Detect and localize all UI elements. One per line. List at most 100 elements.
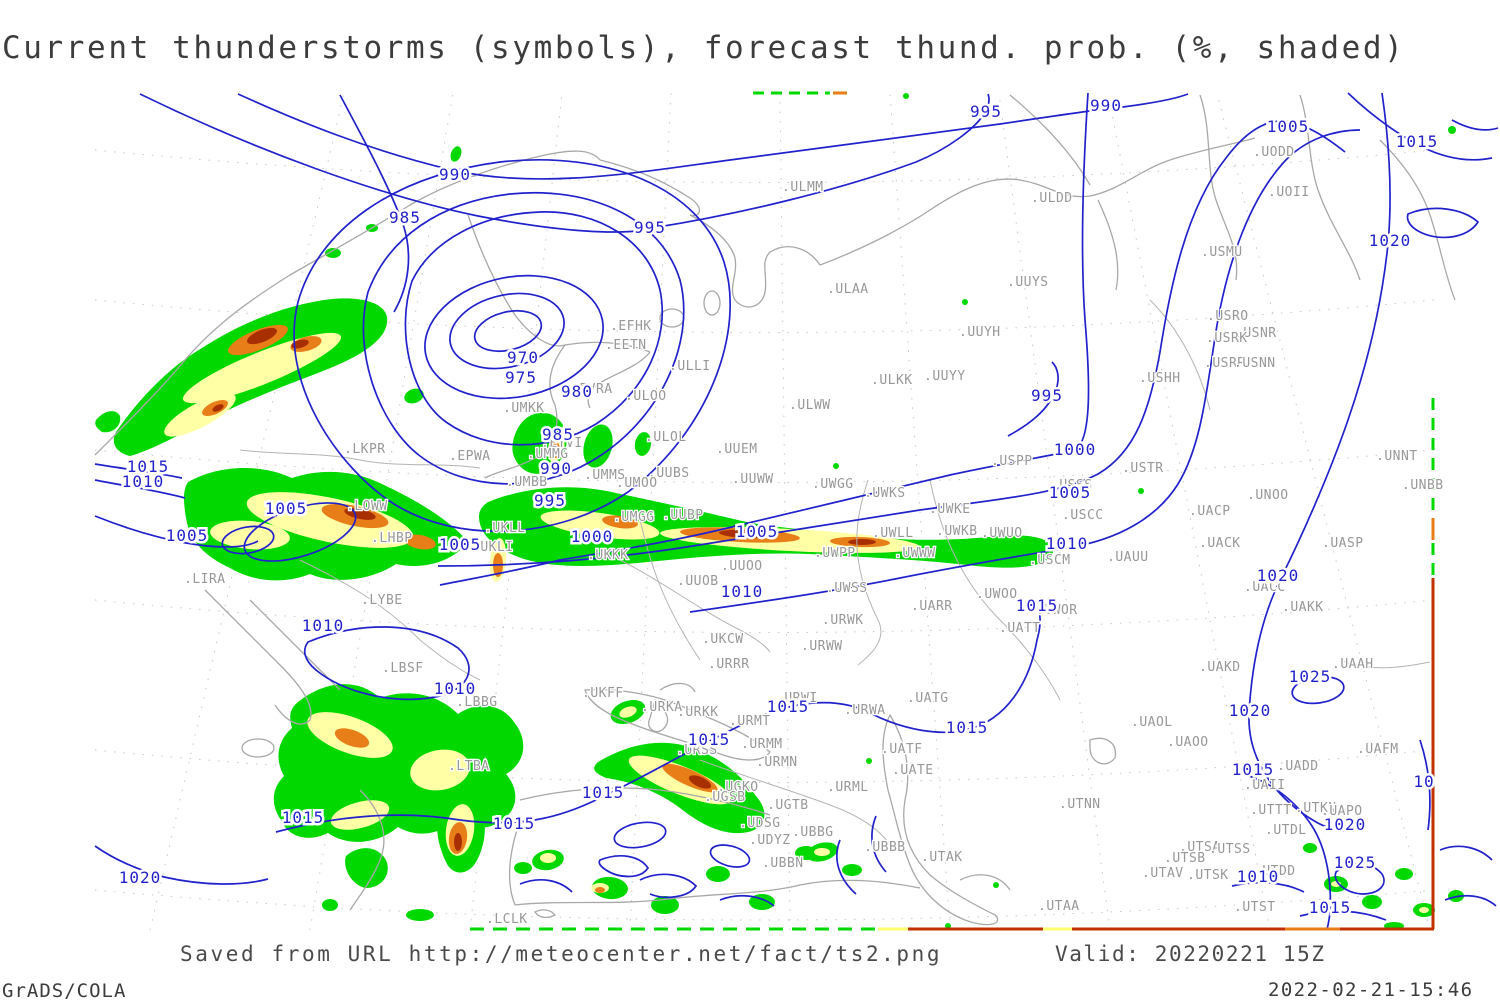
station-label: .UWKE bbox=[929, 502, 971, 517]
isobar-label: 1010 bbox=[1237, 867, 1280, 886]
isobar-label: 1025 bbox=[1334, 853, 1377, 872]
isobar-label: 1025 bbox=[1289, 667, 1332, 686]
map-labels: .ULMM .ULDD .UODD .UOII .USMU .ULAA .UUYS .UUYH… bbox=[116, 94, 1444, 929]
isobar-label: 1020 bbox=[119, 868, 162, 887]
station-label: .UAFM bbox=[1357, 742, 1399, 757]
station-label: .UATF bbox=[881, 742, 923, 757]
station-label: .UKCW bbox=[702, 632, 744, 647]
station-label: .LKPR bbox=[344, 442, 386, 457]
station-label: .EPWA bbox=[449, 449, 491, 464]
station-label: .URMN bbox=[756, 755, 798, 770]
isobar-label: 995 bbox=[1031, 386, 1063, 405]
isobar-label: 980 bbox=[561, 382, 593, 401]
isobar-label: 1010 bbox=[721, 582, 764, 601]
isobar-label: 1015 bbox=[1232, 760, 1275, 779]
station-label: .UODD bbox=[1253, 145, 1295, 160]
station-label: .UAOO bbox=[1167, 735, 1209, 750]
station-label: .UTTT bbox=[1250, 803, 1292, 818]
station-label: .UUBS bbox=[648, 466, 690, 481]
station-label: .UUYY bbox=[924, 369, 966, 384]
station-label: .USRR bbox=[1204, 356, 1246, 371]
station-label: .UAUU bbox=[1107, 550, 1149, 565]
station-label: .ULMM bbox=[782, 180, 824, 195]
station-label: .UTAA bbox=[1038, 899, 1080, 914]
station-label: .USNN bbox=[1234, 356, 1276, 371]
isobar-label: 1005 bbox=[166, 526, 209, 545]
station-label: .LYBE bbox=[361, 593, 403, 608]
station-label: .UNBB bbox=[1402, 478, 1444, 493]
isobar-label: 970 bbox=[507, 348, 539, 367]
isobar-label: 1020 bbox=[1257, 566, 1300, 585]
station-label: .USRO bbox=[1207, 309, 1249, 324]
station-label: .EVRA bbox=[571, 382, 613, 397]
station-label: .USCM bbox=[1029, 553, 1071, 568]
station-label: .USMU bbox=[1201, 245, 1243, 260]
isobar-label: 990 bbox=[1090, 96, 1122, 115]
station-label: .UWUO bbox=[981, 526, 1023, 541]
station-label: .LTBA bbox=[448, 759, 490, 774]
isobar-label: 1005 bbox=[736, 522, 779, 541]
isobar-label: 1015 bbox=[688, 730, 731, 749]
isobar-label: 1010 bbox=[122, 472, 165, 491]
station-label: .UDSG bbox=[739, 816, 781, 831]
isobar-label: 1000 bbox=[1054, 440, 1097, 459]
grads-credit-text: GrADS/COLA bbox=[2, 980, 127, 1002]
station-label: .URMT bbox=[729, 714, 771, 729]
station-label: .UDYZ bbox=[749, 833, 791, 848]
station-label: .UASP bbox=[1322, 536, 1364, 551]
station-label: .URWK bbox=[822, 613, 864, 628]
station-label: .UWWW bbox=[894, 546, 936, 561]
station-label: .UBBN bbox=[762, 856, 804, 871]
station-label: .URKK bbox=[677, 705, 719, 720]
isobar-label: 1005 bbox=[439, 535, 482, 554]
station-label: .UUYH bbox=[959, 325, 1001, 340]
station-label: .UMOO bbox=[616, 476, 658, 491]
isobar-lines bbox=[94, 92, 1499, 930]
station-label: .UTSS bbox=[1209, 842, 1251, 857]
station-label: .UNOO bbox=[1247, 488, 1289, 503]
station-label: .EFHK bbox=[610, 319, 652, 334]
station-label: .UUOB bbox=[677, 574, 719, 589]
isobar-label: 1015 bbox=[1309, 898, 1352, 917]
station-label: .ULLI bbox=[669, 359, 711, 374]
station-label: .UATG bbox=[907, 691, 949, 706]
station-label: .UTSB bbox=[1164, 851, 1206, 866]
station-label: .UWKB bbox=[936, 524, 978, 539]
valid-time-text: Valid: 20220221 15Z bbox=[1055, 942, 1326, 966]
station-label: .UUBP bbox=[662, 508, 704, 523]
station-label: .USPP bbox=[991, 454, 1033, 469]
isobar-label: 1015 bbox=[127, 457, 170, 476]
station-label: .URML bbox=[827, 780, 869, 795]
station-label: .UTDD bbox=[1254, 864, 1296, 879]
isobar-label: 990 bbox=[439, 165, 471, 184]
isobar-label: 1020 bbox=[1369, 231, 1412, 250]
station-label: .UTNN bbox=[1059, 797, 1101, 812]
isobar-label: 985 bbox=[389, 208, 421, 227]
station-label: .UGSB bbox=[704, 790, 746, 805]
station-label: .EETN bbox=[605, 338, 647, 353]
station-label: .UBBG bbox=[792, 825, 834, 840]
station-label: .URWI bbox=[776, 691, 818, 706]
station-label: .USSS bbox=[1051, 478, 1093, 493]
isobar-label: 1010 bbox=[302, 616, 345, 635]
station-label: .UTDL bbox=[1265, 823, 1307, 838]
isobar-label: 1005 bbox=[1267, 117, 1310, 136]
station-label: .UUWW bbox=[732, 472, 774, 487]
station-label: .LBSF bbox=[382, 661, 424, 676]
station-label: .UWGG bbox=[812, 477, 854, 492]
isobar-label: 995 bbox=[534, 491, 566, 510]
page-title: Current thunderstorms (symbols), forecas… bbox=[2, 30, 1406, 66]
station-label: .UACP bbox=[1189, 504, 1231, 519]
isobar-label: 1005 bbox=[1049, 483, 1092, 502]
station-label: .UKLL bbox=[484, 521, 526, 536]
station-label: .ULOO bbox=[625, 389, 667, 404]
station-label: .UTSK bbox=[1187, 868, 1229, 883]
station-label: .USCC bbox=[1062, 508, 1104, 523]
saved-from-url-text: Saved from URL http://meteocenter.net/fa… bbox=[180, 942, 943, 966]
station-label: .ULOL bbox=[645, 430, 687, 445]
station-label: .UMBB bbox=[506, 475, 548, 490]
isobar-label: 10 bbox=[1413, 772, 1434, 791]
station-label: .UAKD bbox=[1199, 660, 1241, 675]
